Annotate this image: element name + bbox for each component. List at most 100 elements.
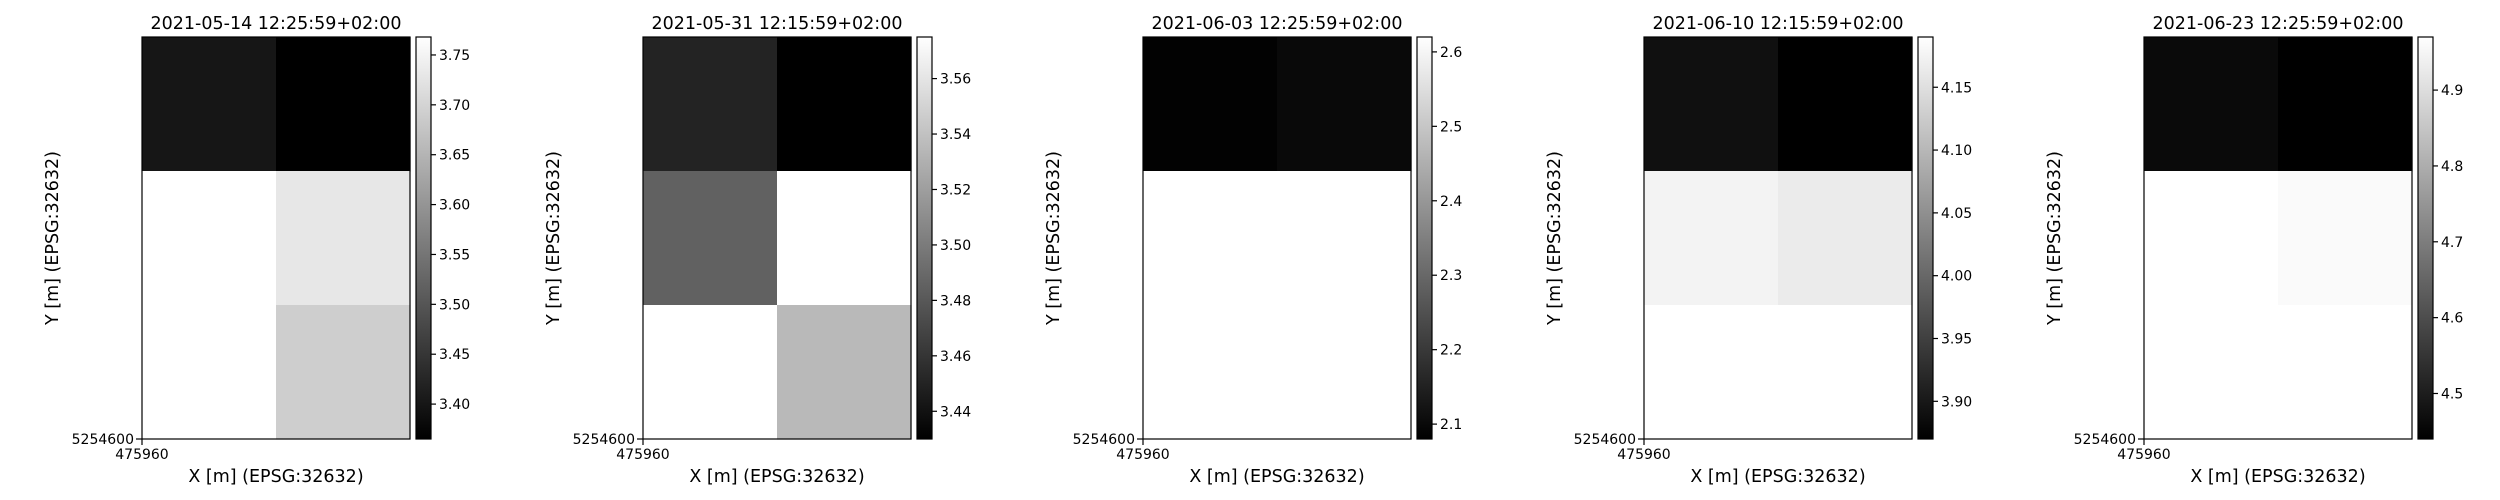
colorbar-tick-label: 3.50	[940, 238, 971, 254]
colorbar-tick-label: 3.54	[940, 127, 971, 143]
colorbar-tick-label: 4.10	[1941, 143, 1972, 159]
colorbar-tick-label: 4.05	[1941, 206, 1972, 222]
colorbar-tick-label: 3.52	[940, 182, 971, 198]
x-axis-label: X [m] (EPSG:32632)	[2190, 467, 2365, 487]
plot-frame	[141, 36, 411, 440]
x-tick-label: 475960	[1116, 447, 1169, 463]
heatmap-cell	[2144, 37, 2279, 172]
plot-frame	[2143, 36, 2413, 440]
colorbar-tick-label: 2.3	[1440, 268, 1462, 284]
colorbar-tick-label: 2.5	[1440, 119, 1462, 135]
colorbar-tick-label: 4.6	[2441, 311, 2463, 327]
colorbar-tick-label: 3.65	[439, 148, 470, 164]
y-tick-label: 5254600	[1574, 432, 1636, 448]
x-tick-label: 475960	[1617, 447, 1670, 463]
colorbar-tick-label: 2.6	[1440, 45, 1462, 61]
heatmap-cell	[643, 171, 778, 306]
y-tick-label: 5254600	[72, 432, 134, 448]
colorbar-tick-label: 3.48	[940, 293, 971, 309]
colorbar	[1917, 36, 1934, 440]
x-tick-label: 475960	[616, 447, 669, 463]
colorbar-tick-label: 4.00	[1941, 269, 1972, 285]
x-axis-label: X [m] (EPSG:32632)	[1690, 467, 1865, 487]
colorbar-tick-label: 4.7	[2441, 235, 2463, 251]
heatmap-cell	[1778, 37, 1913, 172]
heatmap-cell	[2278, 305, 2413, 440]
colorbar-tick-label: 4.15	[1941, 80, 1972, 96]
y-tick-label: 5254600	[2074, 432, 2136, 448]
colorbar-tick-label: 2.4	[1440, 194, 1462, 210]
colorbar-tick-label: 3.95	[1941, 332, 1972, 348]
chart-title: 2021-05-14 12:25:59+02:00	[151, 14, 402, 34]
x-axis-label: X [m] (EPSG:32632)	[1189, 467, 1364, 487]
chart-title: 2021-06-10 12:15:59+02:00	[1653, 14, 1904, 34]
colorbar	[1416, 36, 1433, 440]
y-tick-label: 5254600	[573, 432, 635, 448]
colorbar-tick-label: 3.44	[940, 404, 971, 420]
colorbar-tick-label: 4.5	[2441, 386, 2463, 402]
colorbar-tick-label: 2.1	[1440, 417, 1462, 433]
heatmap-cell	[777, 305, 912, 440]
colorbar	[2417, 36, 2434, 440]
heatmap-cell	[777, 37, 912, 172]
heatmap-cell	[142, 305, 277, 440]
colorbar	[415, 36, 432, 440]
heatmap-cell	[2278, 171, 2413, 306]
colorbar-tick-label: 3.55	[439, 247, 470, 263]
heatmap-cell	[1778, 305, 1913, 440]
x-axis-label: X [m] (EPSG:32632)	[689, 467, 864, 487]
chart-title: 2021-06-23 12:25:59+02:00	[2153, 14, 2404, 34]
heatmap-cell	[643, 37, 778, 172]
y-tick-label: 5254600	[1073, 432, 1135, 448]
colorbar-tick-label: 3.56	[940, 72, 971, 88]
heatmap-cell	[1143, 37, 1278, 172]
colorbar-tick-label: 3.40	[439, 397, 470, 413]
plot-frame	[642, 36, 912, 440]
heatmap-cell	[1277, 37, 1412, 172]
colorbar-tick-label: 3.90	[1941, 394, 1972, 410]
heatmap-cell	[643, 305, 778, 440]
x-tick-label: 475960	[115, 447, 168, 463]
heatmap-cell	[1143, 305, 1278, 440]
colorbar-tick-label: 3.70	[439, 98, 470, 114]
colorbar-tick-label: 3.60	[439, 198, 470, 214]
colorbar-tick-label: 4.8	[2441, 159, 2463, 175]
colorbar-tick-label: 2.2	[1440, 343, 1462, 359]
heatmap-cell	[276, 305, 411, 440]
plot-frame	[1142, 36, 1412, 440]
heatmap-cell	[1644, 37, 1779, 172]
heatmap-cell	[2278, 37, 2413, 172]
y-axis-label: Y [m] (EPSG:32632)	[2045, 151, 2065, 326]
x-axis-label: X [m] (EPSG:32632)	[188, 467, 363, 487]
colorbar-tick-label: 3.75	[439, 48, 470, 64]
heatmap-cell	[1277, 171, 1412, 306]
heatmap-cell	[276, 37, 411, 172]
heatmap-cell	[276, 171, 411, 306]
y-axis-label: Y [m] (EPSG:32632)	[1545, 151, 1565, 326]
heatmap-cell	[2144, 171, 2279, 306]
heatmap-cell	[2144, 305, 2279, 440]
y-axis-label: Y [m] (EPSG:32632)	[544, 151, 564, 326]
heatmap-cell	[142, 171, 277, 306]
heatmap-cell	[1644, 171, 1779, 306]
y-axis-label: Y [m] (EPSG:32632)	[1044, 151, 1064, 326]
chart-title: 2021-05-31 12:15:59+02:00	[652, 14, 903, 34]
x-tick-label: 475960	[2117, 447, 2170, 463]
heatmap-cell	[1778, 171, 1913, 306]
colorbar-tick-label: 4.9	[2441, 83, 2463, 99]
heatmap-cell	[142, 37, 277, 172]
heatmap-cell	[1644, 305, 1779, 440]
colorbar-tick-label: 3.45	[439, 347, 470, 363]
colorbar	[916, 36, 933, 440]
y-axis-label: Y [m] (EPSG:32632)	[43, 151, 63, 326]
plot-frame	[1643, 36, 1913, 440]
heatmap-cell	[1143, 171, 1278, 306]
heatmap-cell	[1277, 305, 1412, 440]
colorbar-tick-label: 3.50	[439, 297, 470, 313]
heatmap-cell	[777, 171, 912, 306]
